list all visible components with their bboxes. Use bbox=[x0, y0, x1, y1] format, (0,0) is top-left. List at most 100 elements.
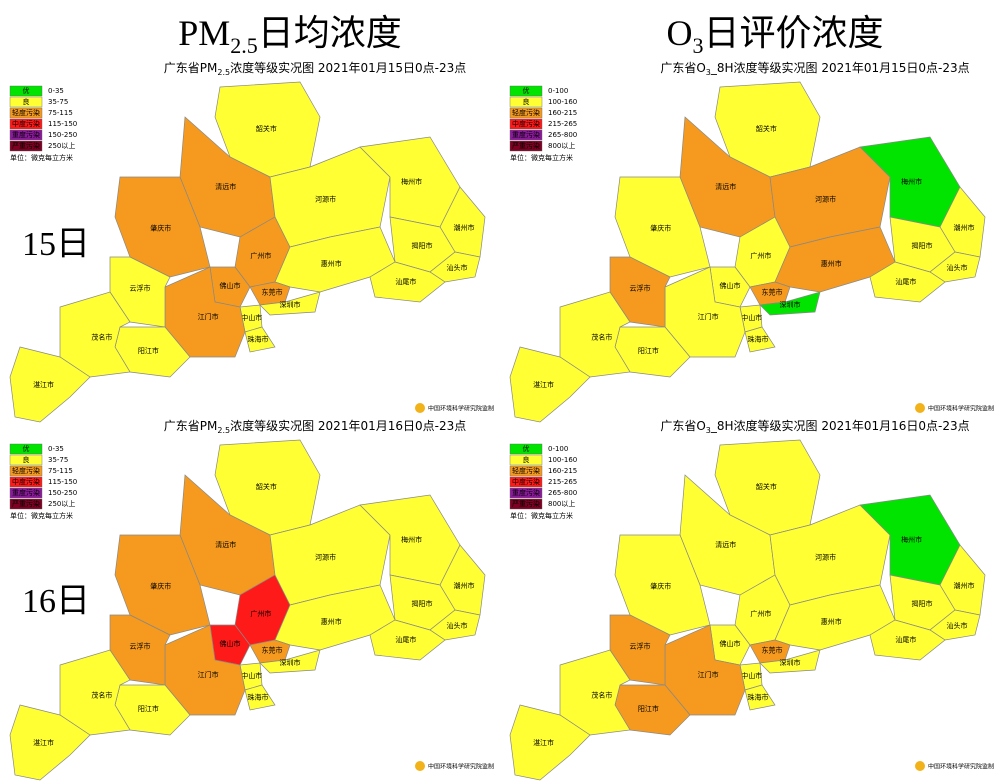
legend-swatch bbox=[9, 96, 43, 108]
city-label: 佛山市 bbox=[220, 281, 241, 290]
legend-range: 160-215 bbox=[548, 109, 577, 117]
credit: 中国环境科学研究院监制 bbox=[928, 405, 994, 413]
city-label: 梅州市 bbox=[401, 535, 422, 544]
city-region bbox=[369, 261, 446, 303]
legend-level: 轻度污染 bbox=[12, 466, 40, 475]
city-label: 揭阳市 bbox=[912, 599, 933, 608]
legend-range: 115-150 bbox=[48, 478, 77, 486]
legend-range: 160-215 bbox=[548, 467, 577, 475]
legend-level: 重度污染 bbox=[512, 488, 540, 497]
legend-swatch bbox=[9, 487, 43, 499]
credit-logo bbox=[915, 403, 925, 413]
credit: 中国环境科学研究院监制 bbox=[428, 405, 494, 413]
city-label: 汕尾市 bbox=[395, 277, 416, 286]
legend: 优 0-100 良 100-160 轻度污染 160-215 中度污染 215-265 重度污染… bbox=[509, 85, 577, 162]
city-label: 汕头市 bbox=[447, 263, 468, 272]
map-title: 广东省PM2.5浓度等级实况图 2021年01月15日0点-23点 bbox=[164, 60, 466, 77]
legend-level: 重度污染 bbox=[512, 130, 540, 139]
legend-range: 0-35 bbox=[48, 87, 64, 95]
city-label: 肇庆市 bbox=[150, 581, 171, 590]
map-title-part: 浓度等级实况图 2021年01月16日0点-23点 bbox=[230, 418, 466, 433]
city-region bbox=[249, 281, 291, 306]
city-label: 韶关市 bbox=[756, 124, 777, 133]
city-label: 湛江市 bbox=[33, 380, 54, 389]
city-label: 云浮市 bbox=[130, 641, 151, 650]
city-label: 汕头市 bbox=[947, 263, 968, 272]
city-label: 广州市 bbox=[250, 609, 271, 618]
legend-level: 重度污染 bbox=[12, 488, 40, 497]
city-region bbox=[244, 684, 276, 711]
legend-level: 中度污染 bbox=[12, 477, 40, 486]
legend-swatch bbox=[509, 465, 543, 477]
legend-swatch bbox=[509, 443, 543, 455]
city-label: 韶关市 bbox=[256, 124, 277, 133]
city-label: 云浮市 bbox=[630, 283, 651, 292]
legend-range: 215-265 bbox=[548, 120, 577, 128]
map-title-part: 广东省O bbox=[660, 61, 705, 75]
city-region bbox=[114, 176, 211, 278]
credit-logo bbox=[415, 403, 425, 413]
legend-range: 265-800 bbox=[548, 131, 577, 139]
city-label: 江门市 bbox=[198, 312, 219, 321]
legend-level: 严重污染 bbox=[512, 499, 540, 508]
city-label: 潮州市 bbox=[954, 581, 975, 590]
city-label: 云浮市 bbox=[630, 641, 651, 650]
city-label: 河源市 bbox=[815, 195, 836, 204]
city-region bbox=[869, 619, 946, 661]
legend-level: 优 bbox=[523, 86, 530, 95]
credit: 中国环境科学研究院监制 bbox=[428, 763, 494, 771]
map-title-part: 2.5 bbox=[217, 68, 230, 77]
legend-swatch bbox=[9, 498, 43, 510]
legend-level: 轻度污染 bbox=[12, 108, 40, 117]
map-panel: 广东省O3_8H浓度等级实况图 2021年01月15日0点-23点韶关市清远市肇… bbox=[509, 60, 994, 423]
city-label: 阳江市 bbox=[638, 704, 659, 713]
legend-range: 75-115 bbox=[48, 109, 73, 117]
legend-level: 严重污染 bbox=[12, 499, 40, 508]
legend-range: 35-75 bbox=[48, 456, 68, 464]
heading-main: O bbox=[666, 13, 692, 53]
city-label: 珠海市 bbox=[248, 693, 269, 702]
legend-swatch bbox=[509, 85, 543, 97]
legend: 优 0-35 良 35-75 轻度污染 75-115 中度污染 115-150 重度污染 150-… bbox=[9, 85, 77, 162]
row-label: 16日 bbox=[22, 583, 90, 620]
city-region bbox=[509, 346, 591, 423]
legend-level: 优 bbox=[23, 444, 30, 453]
map-panel: 广东省O3_8H浓度等级实况图 2021年01月16日0点-23点韶关市清远市肇… bbox=[509, 418, 994, 781]
legend-swatch bbox=[9, 118, 43, 130]
city-label: 深圳市 bbox=[280, 658, 301, 667]
heading-sub: 2.5 bbox=[230, 33, 258, 58]
map-title-part: 广东省O bbox=[660, 419, 705, 433]
legend-unit: 单位：微克每立方米 bbox=[510, 511, 573, 520]
city-label: 湛江市 bbox=[533, 380, 554, 389]
city-region bbox=[509, 704, 591, 781]
legend-swatch bbox=[509, 96, 543, 108]
city-label: 广州市 bbox=[250, 251, 271, 260]
city-label: 梅州市 bbox=[401, 177, 422, 186]
city-label: 河源市 bbox=[815, 553, 836, 562]
legend-range: 800以上 bbox=[548, 141, 575, 150]
legend-range: 100-160 bbox=[548, 456, 577, 464]
credit-logo bbox=[415, 761, 425, 771]
map-title-part: _8H浓度等级实况图 2021年01月16日0点-23点 bbox=[710, 418, 970, 433]
city-region bbox=[929, 609, 981, 641]
city-label: 佛山市 bbox=[720, 281, 741, 290]
legend-swatch bbox=[9, 476, 43, 488]
heading-main: PM bbox=[178, 13, 230, 53]
legend-level: 中度污染 bbox=[12, 119, 40, 128]
legend-level: 中度污染 bbox=[512, 119, 540, 128]
city-label: 湛江市 bbox=[533, 738, 554, 747]
city-label: 东莞市 bbox=[762, 288, 783, 297]
legend-level: 优 bbox=[23, 86, 30, 95]
map-title-part: 2.5 bbox=[217, 426, 230, 435]
map-panel: 广东省PM2.5浓度等级实况图 2021年01月16日0点-23点韶关市清远市肇… bbox=[9, 418, 494, 781]
city-label: 揭阳市 bbox=[912, 241, 933, 250]
legend-level: 良 bbox=[523, 97, 530, 106]
city-label: 广州市 bbox=[750, 609, 771, 618]
legend-range: 35-75 bbox=[48, 98, 68, 106]
legend-range: 250以上 bbox=[48, 499, 75, 508]
city-label: 汕头市 bbox=[447, 621, 468, 630]
legend-swatch bbox=[509, 487, 543, 499]
legend-swatch bbox=[509, 118, 543, 130]
